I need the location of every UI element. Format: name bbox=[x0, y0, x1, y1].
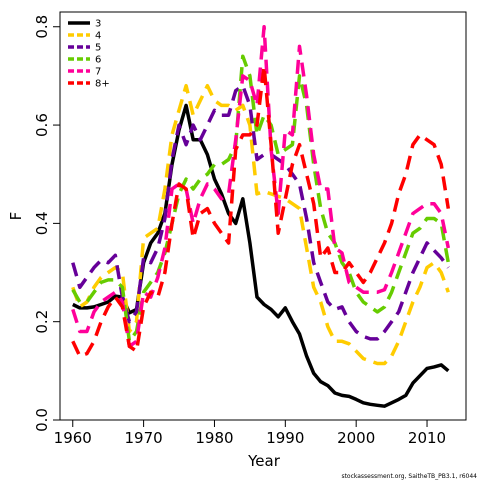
series-layer bbox=[71, 24, 451, 408]
x-tick-label-1960: 1960 bbox=[54, 429, 92, 447]
y-axis-title: F bbox=[7, 212, 25, 221]
series-line-2 bbox=[71, 83, 450, 341]
legend-label-4: 7 bbox=[95, 67, 101, 78]
x-tick-label-1980: 1980 bbox=[195, 429, 233, 447]
x-axis: 1960 1970 1980 1990 2000 2010 bbox=[54, 420, 446, 447]
x-axis-title: Year bbox=[247, 452, 281, 470]
y-tick-label-3: 0.6 bbox=[33, 113, 51, 137]
y-tick-label-1: 0.2 bbox=[33, 310, 51, 334]
series-line-0 bbox=[72, 103, 450, 408]
y-tick-label-0: 0.0 bbox=[33, 408, 51, 432]
x-tick-label-2010: 2010 bbox=[408, 429, 446, 447]
x-tick-label-1970: 1970 bbox=[125, 429, 163, 447]
legend-label-0: 3 bbox=[95, 19, 101, 30]
legend-label-1: 4 bbox=[95, 31, 101, 42]
series-line-1 bbox=[71, 83, 450, 366]
legend-label-5: 8+ bbox=[95, 79, 110, 90]
series-line-4 bbox=[71, 24, 451, 349]
x-tick-label-1990: 1990 bbox=[266, 429, 304, 447]
plot-frame bbox=[59, 11, 467, 421]
y-axis: 0.0 0.2 0.4 0.6 0.8 bbox=[33, 15, 60, 432]
source-note: stockassessment.org, SaitheTB_PB3.1, r60… bbox=[341, 473, 477, 480]
y-tick-label-2: 0.4 bbox=[33, 211, 51, 235]
y-tick-label-4: 0.8 bbox=[33, 15, 51, 39]
legend-label-3: 6 bbox=[95, 55, 101, 66]
legend-label-2: 5 bbox=[95, 43, 101, 54]
series-line-5 bbox=[71, 64, 451, 358]
x-tick-label-2000: 2000 bbox=[337, 429, 375, 447]
series-line-3 bbox=[71, 54, 451, 344]
